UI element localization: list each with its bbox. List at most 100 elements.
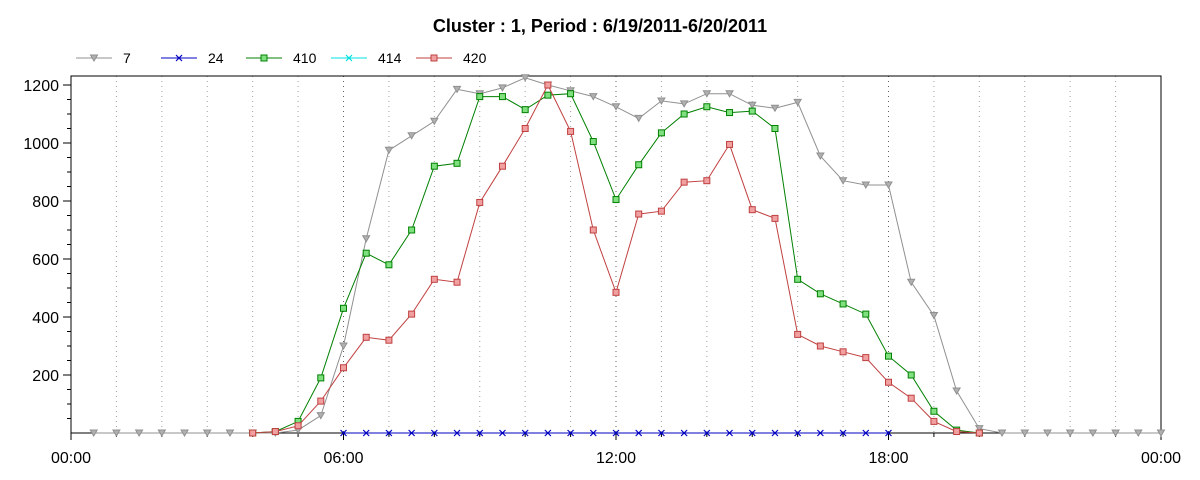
data-point-marker xyxy=(725,90,734,98)
data-point-marker xyxy=(544,429,552,437)
data-point-marker xyxy=(952,387,961,395)
data-point-marker xyxy=(794,429,802,437)
data-point-marker xyxy=(498,162,506,170)
data-point-marker xyxy=(317,374,325,382)
legend-item: 414 xyxy=(331,50,402,66)
data-point-marker xyxy=(544,91,552,99)
legend-item: 24 xyxy=(161,50,224,66)
data-point-marker xyxy=(862,354,870,362)
data-point-marker xyxy=(612,288,620,296)
data-point-marker xyxy=(498,84,507,92)
data-point-marker xyxy=(430,429,438,437)
data-point-marker xyxy=(839,300,847,308)
data-point-marker xyxy=(748,107,756,115)
data-point-marker xyxy=(316,412,326,420)
data-point-marker xyxy=(1156,429,1166,437)
data-point-marker xyxy=(974,425,984,433)
data-point-marker xyxy=(112,429,121,437)
y-tick-label: 800 xyxy=(32,194,59,211)
data-point-marker xyxy=(680,429,688,437)
data-point-marker xyxy=(885,429,892,437)
data-point-marker xyxy=(1133,429,1143,437)
data-point-marker xyxy=(294,422,302,430)
data-point-marker xyxy=(703,429,711,437)
data-point-marker xyxy=(1043,429,1052,437)
data-point-marker xyxy=(907,371,915,379)
series-line xyxy=(252,93,980,434)
data-point-marker xyxy=(794,275,802,283)
data-point-marker xyxy=(384,146,394,155)
data-point-marker xyxy=(89,429,99,437)
x-tick-label: 00:00 xyxy=(1141,450,1181,467)
legend-item: 7 xyxy=(76,50,131,66)
data-point-marker xyxy=(340,364,347,372)
legend-item: 410 xyxy=(246,50,317,66)
data-point-marker xyxy=(260,54,268,62)
data-point-marker xyxy=(748,429,756,437)
data-point-marker xyxy=(703,177,711,185)
data-point-marker xyxy=(816,152,825,161)
y-tick-label: 1200 xyxy=(23,78,59,95)
data-point-marker xyxy=(453,159,461,167)
data-point-marker xyxy=(588,93,598,101)
legend-label: 24 xyxy=(208,50,224,66)
data-point-marker xyxy=(816,429,824,437)
data-point-marker xyxy=(452,85,462,94)
series-420 xyxy=(249,81,983,437)
data-point-marker xyxy=(362,333,370,341)
data-point-marker xyxy=(747,101,757,110)
data-point-marker xyxy=(430,275,438,283)
series-line xyxy=(93,77,1161,434)
data-point-marker xyxy=(726,109,734,117)
data-point-marker xyxy=(635,210,643,218)
legend-label: 7 xyxy=(123,50,131,66)
y-tick-label: 600 xyxy=(32,252,59,269)
data-point-marker xyxy=(429,117,439,126)
series-7 xyxy=(89,74,1166,437)
axes: 00:00 06:00 12:00 18:00 00:00 200 400 600 800 100… xyxy=(23,78,1181,467)
data-point-marker xyxy=(680,110,688,118)
data-point-marker xyxy=(175,54,183,62)
legend-item: 420 xyxy=(416,50,487,66)
data-point-marker xyxy=(271,428,279,436)
data-point-marker xyxy=(702,90,712,98)
x-tick-label: 06:00 xyxy=(323,450,363,467)
data-point-marker xyxy=(794,330,802,338)
data-point-marker xyxy=(339,342,348,350)
data-point-marker xyxy=(657,207,665,215)
y-tick-label: 400 xyxy=(32,310,59,327)
data-point-marker xyxy=(408,310,416,318)
data-point-marker xyxy=(430,162,438,170)
data-point-marker xyxy=(703,103,711,111)
data-point-marker xyxy=(657,129,665,137)
data-point-marker xyxy=(345,54,353,62)
data-point-marker xyxy=(362,429,370,437)
data-point-marker xyxy=(838,177,848,185)
data-point-marker xyxy=(453,429,461,437)
data-point-marker xyxy=(611,103,621,111)
series-24 xyxy=(340,429,892,437)
data-point-marker xyxy=(157,429,167,437)
data-point-marker xyxy=(476,93,484,101)
data-point-marker xyxy=(1065,429,1075,437)
data-point-marker xyxy=(385,261,393,269)
legend: 7 24 410 414 420 xyxy=(76,50,487,66)
data-point-marker xyxy=(385,429,393,437)
data-point-marker xyxy=(317,397,325,405)
legend-label: 410 xyxy=(293,50,317,66)
data-point-marker xyxy=(635,429,643,437)
data-point-marker xyxy=(657,429,665,437)
data-point-marker xyxy=(862,310,870,318)
x-tick-label: 12:00 xyxy=(596,450,636,467)
data-point-marker xyxy=(997,429,1007,437)
data-point-marker xyxy=(634,114,644,123)
data-point-marker xyxy=(771,429,779,437)
data-point-marker xyxy=(225,429,235,437)
data-point-marker xyxy=(885,352,892,360)
data-point-marker xyxy=(726,429,733,437)
data-point-marker xyxy=(679,100,689,108)
data-point-marker xyxy=(202,429,212,437)
data-point-marker xyxy=(589,138,597,146)
